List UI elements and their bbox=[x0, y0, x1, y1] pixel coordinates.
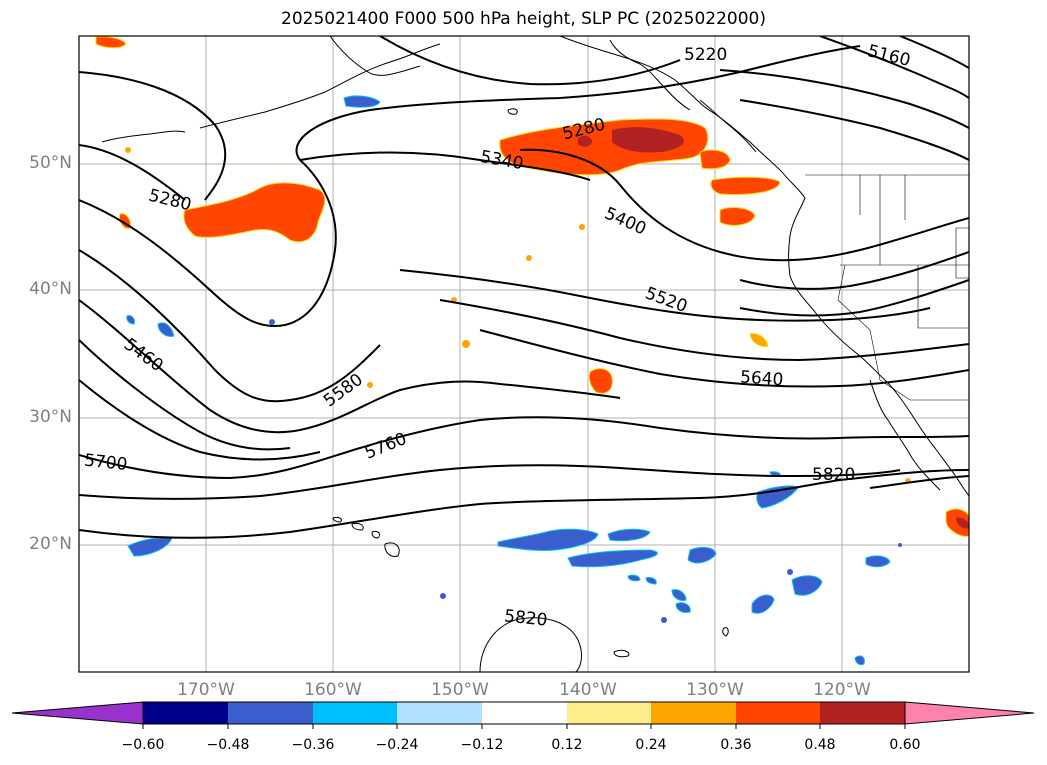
colorbar-label: −0.36 bbox=[291, 737, 335, 753]
anomaly-negative-central-2 bbox=[126, 315, 135, 325]
contour-label-5280-west: 5280 bbox=[147, 186, 194, 216]
anomaly-negative-tropics-10 bbox=[675, 602, 691, 613]
anomaly-positive-gulf-of-alaska-core bbox=[612, 127, 684, 153]
lon-label-150w: 150°W bbox=[431, 680, 489, 700]
anomaly-negative-tropics-8 bbox=[865, 555, 891, 568]
height-contours bbox=[79, 36, 969, 539]
anomaly-positive-bc-coast bbox=[699, 149, 731, 170]
colorbar-label: 0.36 bbox=[720, 737, 752, 753]
colorbar-bin-6 bbox=[567, 702, 651, 724]
anomaly-negative-west-tropics bbox=[127, 537, 173, 557]
map-title: 2025021400 F000 500 hPa height, SLP PC (… bbox=[281, 9, 766, 29]
lat-label-20n: 20°N bbox=[29, 534, 72, 554]
colorbar-label: −0.12 bbox=[460, 737, 504, 753]
anomaly-positive-baja bbox=[749, 333, 769, 347]
anomaly-positive-aleutian-west bbox=[95, 36, 127, 49]
anomaly-negative-tropics-6 bbox=[791, 575, 823, 596]
contour-label-5580: 5580 bbox=[320, 370, 367, 412]
contour-label-5640: 5640 bbox=[739, 367, 784, 390]
colorbar-bin-2 bbox=[228, 702, 313, 724]
positive-anomaly-regions bbox=[95, 36, 969, 537]
contour-label-5160: 5160 bbox=[866, 41, 913, 71]
anomaly-positive-oregon-offshore-2 bbox=[719, 207, 756, 226]
contour-label-5760: 5760 bbox=[362, 429, 410, 464]
political-borders bbox=[805, 174, 969, 401]
anomaly-positive-gulf-core-2 bbox=[578, 135, 592, 147]
lon-label-130w: 130°W bbox=[686, 680, 744, 700]
anomaly-negative-tropics-3 bbox=[567, 549, 658, 568]
colorbar-bin-5 bbox=[482, 702, 567, 724]
colorbar-bin-4 bbox=[397, 702, 482, 724]
colorbar-label: −0.60 bbox=[121, 737, 165, 753]
anomaly-negative-central-1 bbox=[157, 322, 175, 337]
map-area: 5220 5160 5280 5340 5280 5400 5460 5520 … bbox=[79, 36, 969, 672]
anomaly-negative-tropics-4 bbox=[687, 546, 717, 564]
anomaly-negative-hawaii-east bbox=[497, 528, 599, 551]
colorbar-label: 0.12 bbox=[551, 737, 583, 753]
colorbar-label: 0.24 bbox=[635, 737, 667, 753]
anomaly-positive-north-pacific bbox=[183, 182, 326, 243]
lon-label-160w: 160°W bbox=[304, 680, 362, 700]
anomaly-positive-oregon-offshore bbox=[710, 176, 781, 195]
colorbar-over-triangle bbox=[904, 701, 1035, 725]
lat-label-40n: 40°N bbox=[29, 279, 72, 299]
colorbar-bin-3 bbox=[313, 702, 397, 724]
colorbar-label: 0.48 bbox=[804, 737, 836, 753]
lat-label-30n: 30°N bbox=[29, 407, 72, 427]
anomaly-positive-mexico-core bbox=[956, 517, 969, 529]
colorbar-under-triangle bbox=[11, 701, 144, 725]
colorbar-tick-marks bbox=[142, 724, 906, 729]
colorbar-label: −0.48 bbox=[206, 737, 250, 753]
colorbar-bin-9 bbox=[820, 702, 905, 724]
contour-label-5700: 5700 bbox=[83, 451, 128, 475]
colorbar bbox=[11, 701, 1035, 729]
contour-label-5820-east: 5820 bbox=[812, 465, 855, 485]
lon-label-170w: 170°W bbox=[177, 680, 235, 700]
colorbar-bin-7 bbox=[651, 702, 736, 724]
colorbar-bin-8 bbox=[736, 702, 820, 724]
anomaly-positive-subtropics bbox=[588, 368, 613, 394]
anomaly-negative-tropics-11 bbox=[854, 655, 865, 666]
lon-label-120w: 120°W bbox=[813, 680, 871, 700]
negative-anomaly-regions bbox=[126, 95, 902, 666]
colorbar-label: −0.24 bbox=[375, 737, 419, 753]
anomaly-negative-aleutians bbox=[343, 95, 381, 108]
anomaly-negative-tropics-5 bbox=[756, 485, 799, 509]
contour-label-5820-south: 5820 bbox=[503, 606, 548, 630]
lon-label-140w: 140°W bbox=[559, 680, 617, 700]
coastlines bbox=[101, 36, 969, 672]
colorbar-label: 0.60 bbox=[889, 737, 921, 753]
contour-label-5460: 5460 bbox=[120, 335, 167, 377]
anomaly-negative-tropics-2 bbox=[607, 528, 651, 542]
lat-label-50n: 50°N bbox=[29, 153, 72, 173]
anomaly-negative-tropics-9 bbox=[671, 589, 687, 601]
colorbar-frame bbox=[142, 701, 906, 725]
anomaly-negative-tropics-7 bbox=[751, 594, 775, 614]
colorbar-bin-1 bbox=[143, 702, 228, 724]
contour-label-5220: 5220 bbox=[684, 45, 727, 65]
map-frame bbox=[78, 35, 970, 673]
gridlines bbox=[79, 36, 969, 672]
